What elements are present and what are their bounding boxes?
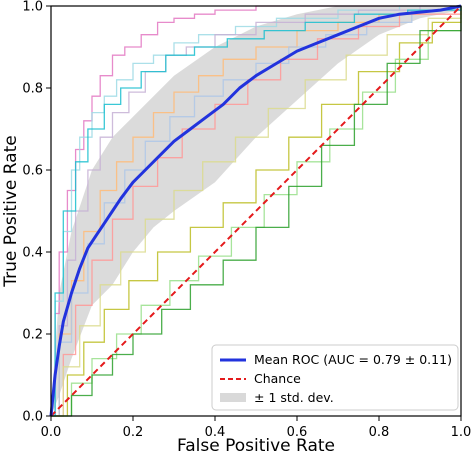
fold-roc-curve-6: [51, 6, 462, 417]
legend-std-band-swatch: [220, 393, 246, 402]
x-tick-label: 0.4: [205, 425, 226, 440]
x-tick-label: 0.8: [369, 425, 390, 440]
y-ticks: 0.0 0.2 0.4 0.6 0.8 1.0: [22, 0, 51, 425]
std-band-layer: [51, 6, 461, 416]
y-tick-label: 0.8: [22, 82, 43, 97]
mean-roc-line: [49, 4, 462, 417]
y-tick-label: 0.4: [22, 246, 43, 261]
fold-roc-curve-11: [51, 6, 462, 417]
chance-layer: [50, 5, 462, 417]
x-tick-label: 0.2: [123, 425, 144, 440]
mean-roc-layer: [49, 4, 462, 417]
legend-chance-label: Chance: [254, 371, 301, 386]
fold-roc-curve-3: [51, 5, 461, 417]
x-ticks: 0.0 0.2 0.4 0.6 0.8 1.0: [41, 416, 472, 440]
y-tick-label: 0.0: [22, 410, 43, 425]
fold-roc-curve-7: [51, 6, 462, 417]
legend: Mean ROC (AUC = 0.79 ± 0.11) Chance ± 1 …: [211, 344, 459, 411]
y-tick-label: 0.6: [22, 164, 43, 179]
x-tick-label: 0.6: [287, 425, 308, 440]
fold-roc-curve-2: [51, 5, 461, 417]
x-tick-label: 1.0: [451, 425, 472, 440]
plot-frame: [50, 5, 462, 417]
legend-std-band-label: ± 1 std. dev.: [254, 390, 334, 405]
x-tick-label: 0.0: [41, 425, 62, 440]
y-axis-label: True Positive Rate: [1, 135, 21, 287]
std-band-area: [51, 6, 461, 416]
chance-line: [50, 5, 462, 417]
fold-roc-curve-10: [51, 6, 462, 417]
legend-mean-roc-label: Mean ROC (AUC = 0.79 ± 0.11): [254, 352, 452, 367]
y-tick-label: 0.2: [22, 328, 43, 343]
fold-roc-curve-8: [51, 6, 462, 417]
fold-roc-curve-5: [51, 6, 462, 417]
y-tick-label: 1.0: [22, 0, 43, 15]
x-axis-label: False Positive Rate: [177, 436, 335, 456]
legend-box: [211, 344, 459, 411]
